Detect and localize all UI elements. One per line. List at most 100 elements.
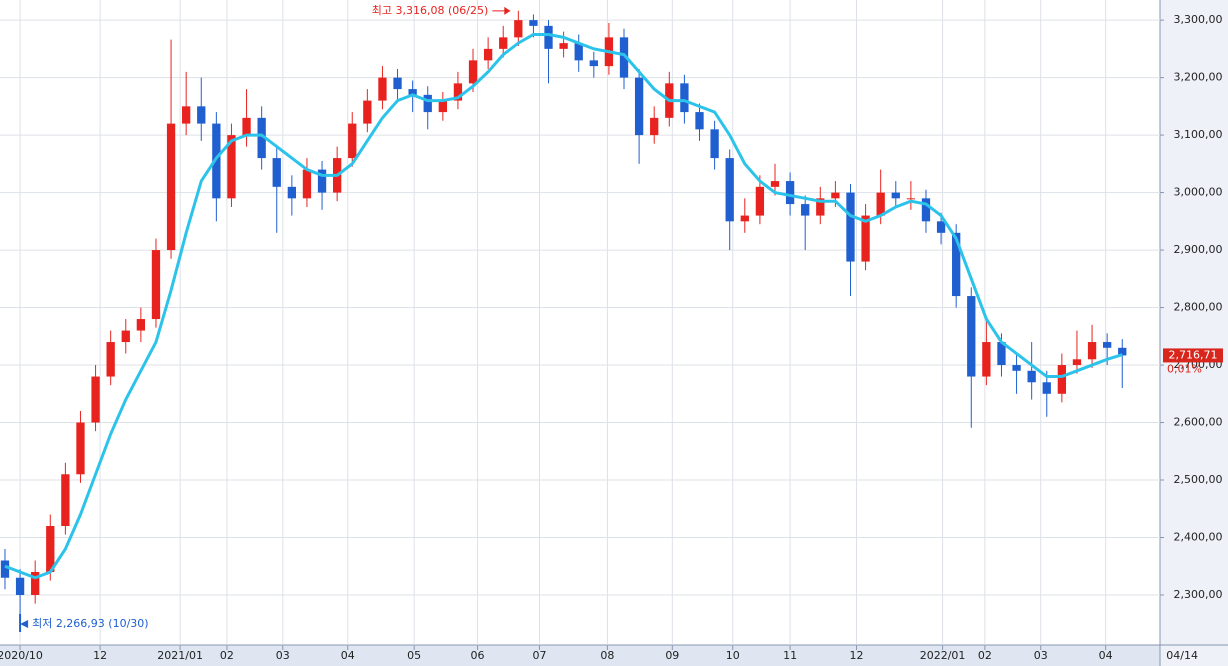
y-axis-band	[1160, 0, 1228, 666]
x-tick-label: 05	[407, 649, 421, 662]
candle-body	[544, 25, 553, 49]
x-tick-label: 04	[341, 649, 355, 662]
candle-body	[408, 89, 417, 95]
candle-body	[816, 198, 825, 216]
candle-body	[1087, 342, 1097, 360]
candle-body	[151, 250, 161, 320]
x-tick-label: 02	[978, 649, 992, 662]
candle-body	[61, 474, 70, 527]
candle-body	[438, 100, 447, 113]
candle-body	[695, 112, 704, 130]
candle-body	[468, 60, 478, 84]
y-tick-label: 3,300,00	[1174, 13, 1223, 26]
date-label: 04/14	[1166, 649, 1198, 662]
candle-body	[1057, 365, 1067, 394]
candle-body	[936, 221, 946, 233]
candle-body	[182, 106, 191, 124]
candle-body	[15, 577, 25, 595]
x-tick-label: 03	[1034, 649, 1048, 662]
candle-body	[76, 422, 85, 475]
x-tick-label: 04	[1099, 649, 1113, 662]
candle-body	[770, 181, 780, 187]
x-tick-label: 2022/01	[920, 649, 966, 662]
candle-body	[1042, 382, 1051, 394]
candle-body	[997, 342, 1006, 366]
candle-body	[227, 135, 236, 199]
candle-body	[242, 117, 251, 136]
candle-body	[423, 94, 432, 113]
candle-body	[272, 158, 281, 187]
candle-body	[31, 571, 40, 595]
y-tick-label: 2,500,00	[1174, 473, 1223, 486]
candle-body	[891, 192, 900, 199]
candle-body	[921, 198, 931, 222]
y-tick-label: 2,600,00	[1174, 416, 1223, 429]
x-axis-band	[0, 645, 1228, 666]
x-tick-label: 2020/10	[0, 649, 43, 662]
candle-body	[363, 100, 372, 124]
candle-body	[740, 215, 749, 222]
candle-body	[861, 215, 870, 262]
change-label: 0,01%	[1167, 362, 1202, 375]
annotation-arrowhead	[20, 619, 29, 628]
candle-body	[529, 20, 538, 26]
candle-body	[514, 20, 523, 38]
candle-body	[166, 123, 176, 251]
candle-body	[846, 192, 855, 262]
candle-body	[831, 192, 840, 199]
candle-body	[453, 83, 463, 101]
y-tick-label: 2,300,00	[1174, 588, 1223, 601]
y-tick-label: 3,200,00	[1174, 71, 1223, 84]
candle-body	[876, 192, 885, 216]
candle-body	[483, 48, 493, 61]
candle-body	[725, 158, 734, 222]
candle-body	[393, 77, 402, 90]
candle-body	[1103, 342, 1112, 348]
candle-body	[755, 186, 765, 216]
candle-body	[710, 129, 719, 159]
candle-body	[574, 43, 583, 61]
x-tick-label: 12	[93, 649, 107, 662]
candle-body	[952, 232, 961, 297]
candle-body	[136, 319, 146, 331]
candle-body	[785, 181, 795, 205]
candle-body	[106, 342, 115, 377]
candle-body	[559, 43, 568, 49]
candle-body	[982, 342, 991, 377]
annotation-arrowhead	[504, 6, 511, 15]
candle-body	[317, 169, 327, 193]
x-tick-label: 11	[783, 649, 797, 662]
candle-body	[197, 106, 206, 124]
high-annotation: 최고 3,316,08 (06/25)	[372, 4, 489, 17]
candle-body	[1072, 359, 1082, 366]
x-tick-label: 07	[532, 649, 546, 662]
candle-body	[906, 198, 916, 200]
y-tick-label: 2,900,00	[1174, 243, 1223, 256]
price-tag	[1163, 348, 1223, 363]
candle-body	[619, 37, 629, 78]
candle-body	[650, 117, 659, 136]
x-tick-label: 2021/01	[157, 649, 203, 662]
y-tick-label: 2,800,00	[1174, 301, 1223, 314]
candle-body	[257, 117, 266, 159]
candle-body	[1027, 370, 1036, 383]
x-tick-label: 02	[220, 649, 234, 662]
candle-body	[589, 60, 598, 67]
candle-body	[680, 83, 689, 113]
x-tick-label: 03	[276, 649, 290, 662]
y-tick-label: 3,000,00	[1174, 186, 1223, 199]
candle-body	[378, 77, 387, 101]
x-tick-label: 06	[471, 649, 485, 662]
candle-body	[302, 169, 312, 199]
candle-body	[634, 77, 644, 136]
y-tick-label: 3,100,00	[1174, 128, 1223, 141]
x-tick-label: 12	[850, 649, 864, 662]
x-tick-label: 08	[600, 649, 614, 662]
candle-body	[1118, 347, 1127, 356]
moving-average	[4, 32, 1123, 580]
candle-body	[1012, 365, 1021, 371]
y-tick-label: 2,400,00	[1174, 531, 1223, 544]
candle-body	[0, 560, 10, 578]
